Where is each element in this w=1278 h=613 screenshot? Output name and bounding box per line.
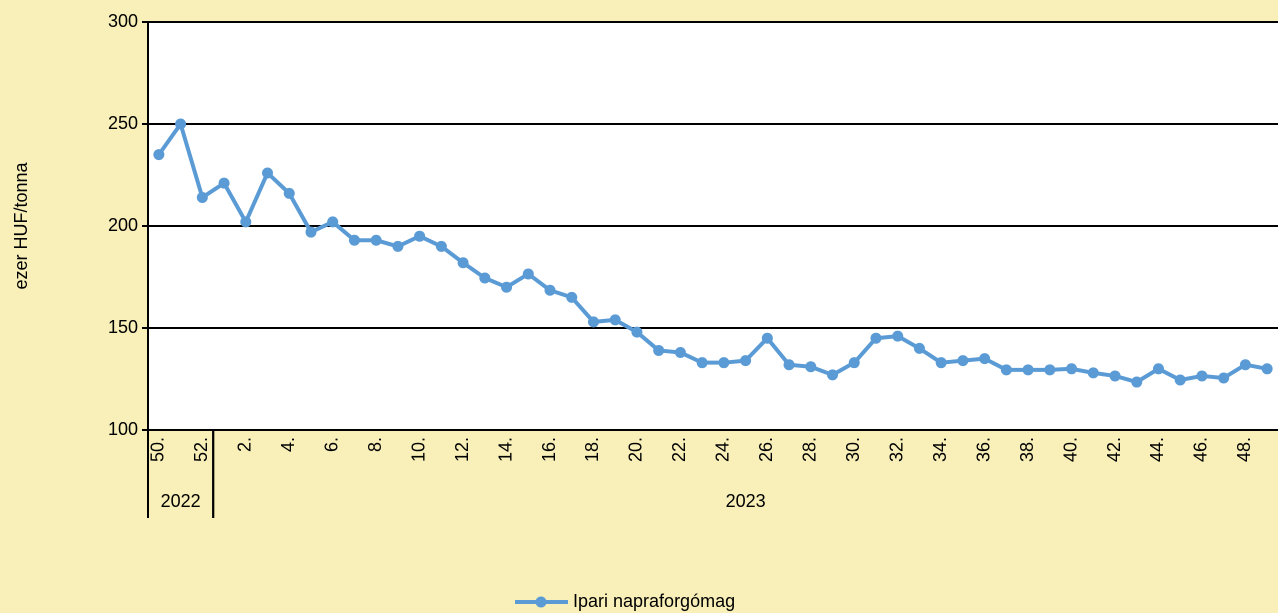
data-point — [457, 257, 469, 269]
data-point — [1261, 363, 1273, 375]
x-tick-label: 48. — [1234, 437, 1254, 462]
data-point — [674, 346, 686, 358]
y-tick-label: 200 — [108, 215, 138, 235]
data-point — [609, 314, 621, 326]
data-point — [175, 118, 187, 130]
data-point — [1196, 370, 1208, 382]
y-axis-label: ezer HUF/tonna — [11, 161, 31, 289]
x-tick-label: 38. — [1017, 437, 1037, 462]
x-tick-label: 42. — [1104, 437, 1124, 462]
data-point — [544, 284, 556, 296]
legend-label: Ipari napraforgómag — [573, 591, 735, 611]
data-point — [1239, 359, 1251, 371]
data-point — [848, 357, 860, 369]
y-tick-label: 150 — [108, 317, 138, 337]
series-line — [157, 122, 1268, 385]
data-point — [196, 191, 208, 203]
data-point — [935, 357, 947, 369]
x-tick-label: 14. — [495, 437, 515, 462]
data-point — [240, 216, 252, 228]
data-point — [957, 355, 969, 367]
data-point — [305, 226, 317, 238]
data-point — [392, 240, 404, 252]
x-tick-label: 32. — [886, 437, 906, 462]
x-tick-label: 2. — [235, 437, 255, 452]
data-point — [783, 359, 795, 371]
data-point — [1066, 363, 1078, 375]
data-point — [892, 330, 904, 342]
x-tick-label: 22. — [669, 437, 689, 462]
data-point — [1087, 367, 1099, 379]
data-point — [696, 357, 708, 369]
data-point — [870, 332, 882, 344]
data-point — [1022, 364, 1034, 376]
x-group-label: 2022 — [161, 491, 201, 511]
data-point — [718, 357, 730, 369]
data-point — [1218, 372, 1230, 384]
x-tick-label: 40. — [1060, 437, 1080, 462]
x-group-label: 2023 — [726, 491, 766, 511]
x-tick-label: 10. — [408, 437, 428, 462]
data-point — [479, 272, 491, 284]
x-tick-label: 28. — [800, 437, 820, 462]
data-point — [1131, 376, 1143, 388]
data-point — [522, 268, 534, 280]
x-tick-label: 16. — [539, 437, 559, 462]
data-point — [1174, 374, 1186, 386]
data-point — [262, 167, 274, 179]
data-point — [913, 342, 925, 354]
data-point — [370, 234, 382, 246]
data-point — [218, 177, 230, 189]
data-point — [740, 355, 752, 367]
data-point — [1044, 364, 1056, 376]
x-tick-label: 18. — [582, 437, 602, 462]
x-tick-label: 34. — [930, 437, 950, 462]
data-point — [653, 344, 665, 356]
x-tick-label: 6. — [321, 437, 341, 452]
data-point — [153, 149, 165, 161]
data-point — [587, 316, 599, 328]
data-point — [1109, 370, 1121, 382]
y-tick-label: 250 — [108, 113, 138, 133]
data-point — [1000, 364, 1012, 376]
y-tick-label: 300 — [108, 11, 138, 31]
data-point — [761, 332, 773, 344]
legend-marker — [535, 596, 547, 608]
data-point — [631, 326, 643, 338]
x-tick-label: 44. — [1147, 437, 1167, 462]
data-point — [501, 281, 513, 293]
data-point — [348, 234, 360, 246]
data-point — [327, 216, 339, 228]
x-tick-label: 52. — [191, 437, 211, 462]
y-tick-label: 100 — [108, 419, 138, 439]
data-point — [435, 240, 447, 252]
x-tick-label: 50. — [148, 437, 168, 462]
x-tick-label: 26. — [756, 437, 776, 462]
x-tick-label: 46. — [1191, 437, 1211, 462]
data-point — [979, 353, 991, 365]
x-tick-label: 4. — [278, 437, 298, 452]
x-tick-label: 30. — [843, 437, 863, 462]
x-tick-label: 20. — [626, 437, 646, 462]
data-point — [283, 187, 295, 199]
data-point — [1152, 363, 1164, 375]
data-point — [827, 369, 839, 381]
x-tick-label: 36. — [973, 437, 993, 462]
data-point — [566, 291, 578, 303]
data-point — [414, 230, 426, 242]
x-tick-label: 24. — [713, 437, 733, 462]
x-tick-label: 12. — [452, 437, 472, 462]
data-point — [805, 361, 817, 373]
x-tick-label: 8. — [365, 437, 385, 452]
